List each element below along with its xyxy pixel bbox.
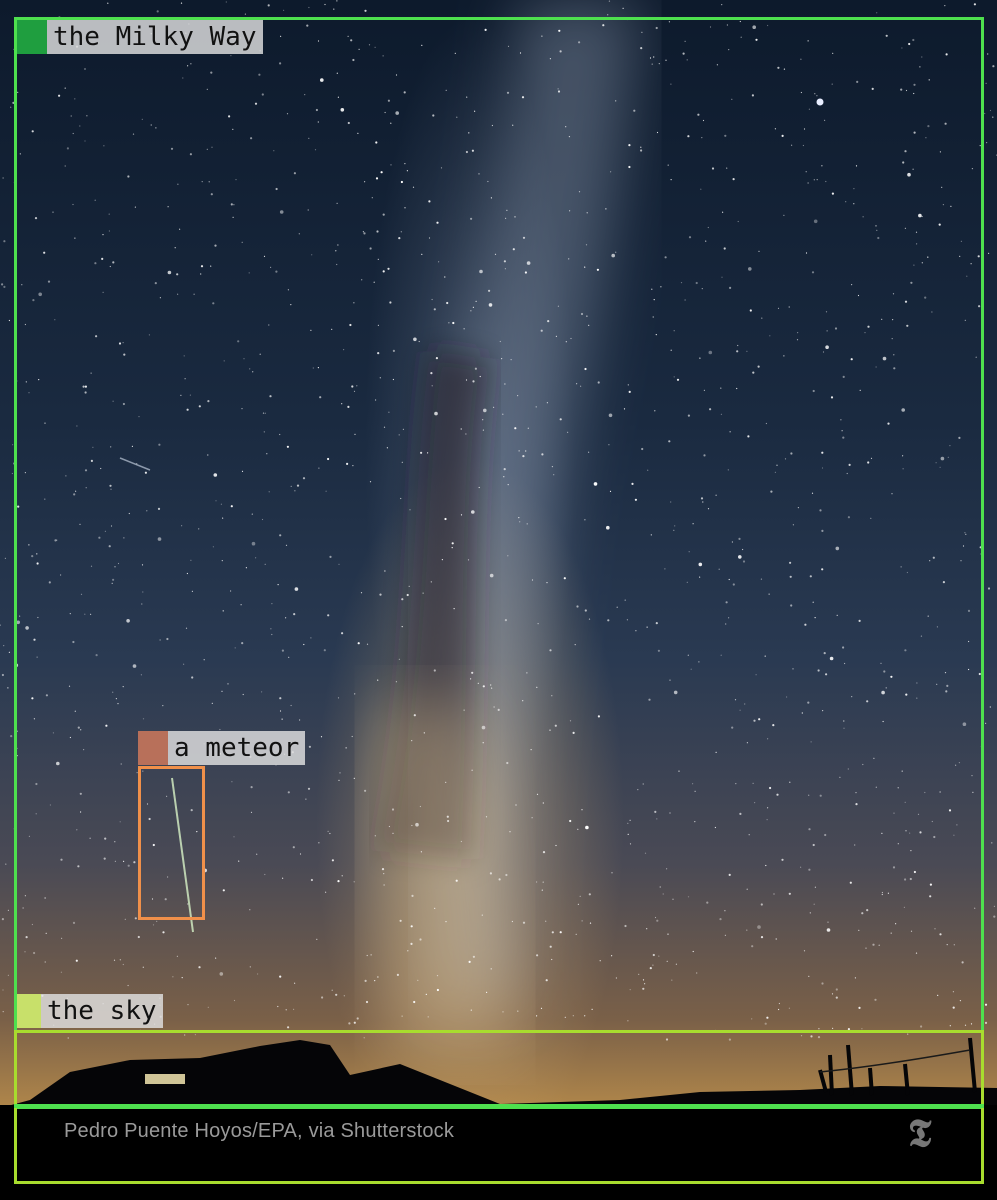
- photo-credit: Pedro Puente Hoyos/EPA, via Shutterstock: [64, 1120, 455, 1142]
- meteor-box: [138, 766, 205, 920]
- milky-way-tag: the Milky Way: [17, 20, 263, 54]
- milky-way-box-bottom-edge: [14, 1104, 984, 1108]
- milky-way-box: [14, 17, 984, 1109]
- sky-box: [14, 1030, 984, 1108]
- sky-tag: the sky: [17, 994, 163, 1028]
- caption-box: [14, 1104, 984, 1184]
- milky-way-tag-swatch: [17, 20, 47, 54]
- meteor-tag: a meteor: [138, 731, 306, 765]
- sky-tag-swatch: [17, 994, 41, 1028]
- publisher-logo-icon: 𝕿: [908, 1110, 932, 1155]
- caption-bar: [0, 1105, 997, 1200]
- meteor-label: a meteor: [168, 731, 306, 765]
- sky-label: the sky: [41, 994, 163, 1028]
- milky-way-label: the Milky Way: [47, 20, 263, 54]
- meteor-tag-swatch: [138, 731, 168, 765]
